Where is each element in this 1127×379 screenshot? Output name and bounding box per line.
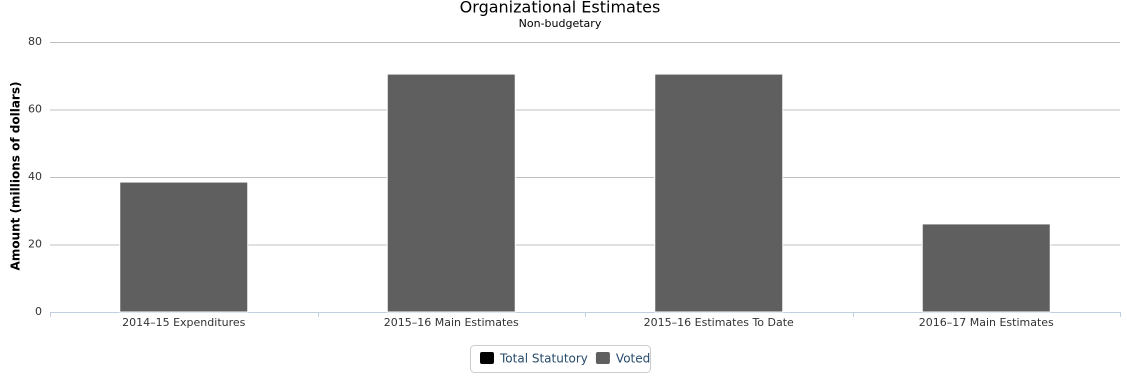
- y-tick-label: 0: [35, 305, 42, 318]
- x-tick-label: 2014–15 Expenditures: [122, 316, 246, 329]
- chart-subtitle: Non-budgetary: [519, 17, 602, 30]
- legend-label[interactable]: Voted: [616, 352, 650, 366]
- legend-swatch[interactable]: [480, 352, 494, 364]
- y-axis-title: Amount (millions of dollars): [9, 82, 23, 271]
- legend-label[interactable]: Total Statutory: [499, 352, 588, 366]
- x-tick-label: 2016–17 Main Estimates: [919, 316, 1054, 329]
- chart-title: Organizational Estimates: [460, 0, 661, 17]
- legend-swatch[interactable]: [595, 352, 610, 364]
- bar[interactable]: [921, 223, 1051, 313]
- bar[interactable]: [386, 73, 516, 313]
- y-tick-label: 40: [28, 170, 42, 183]
- y-tick-label: 60: [28, 103, 42, 116]
- bar[interactable]: [119, 181, 249, 313]
- x-tick-label: 2015–16 Main Estimates: [384, 316, 519, 329]
- y-tick-label: 20: [28, 238, 42, 251]
- x-tick-label: 2015–16 Estimates To Date: [644, 316, 794, 329]
- y-tick-label: 80: [28, 35, 42, 48]
- bar[interactable]: [654, 73, 784, 313]
